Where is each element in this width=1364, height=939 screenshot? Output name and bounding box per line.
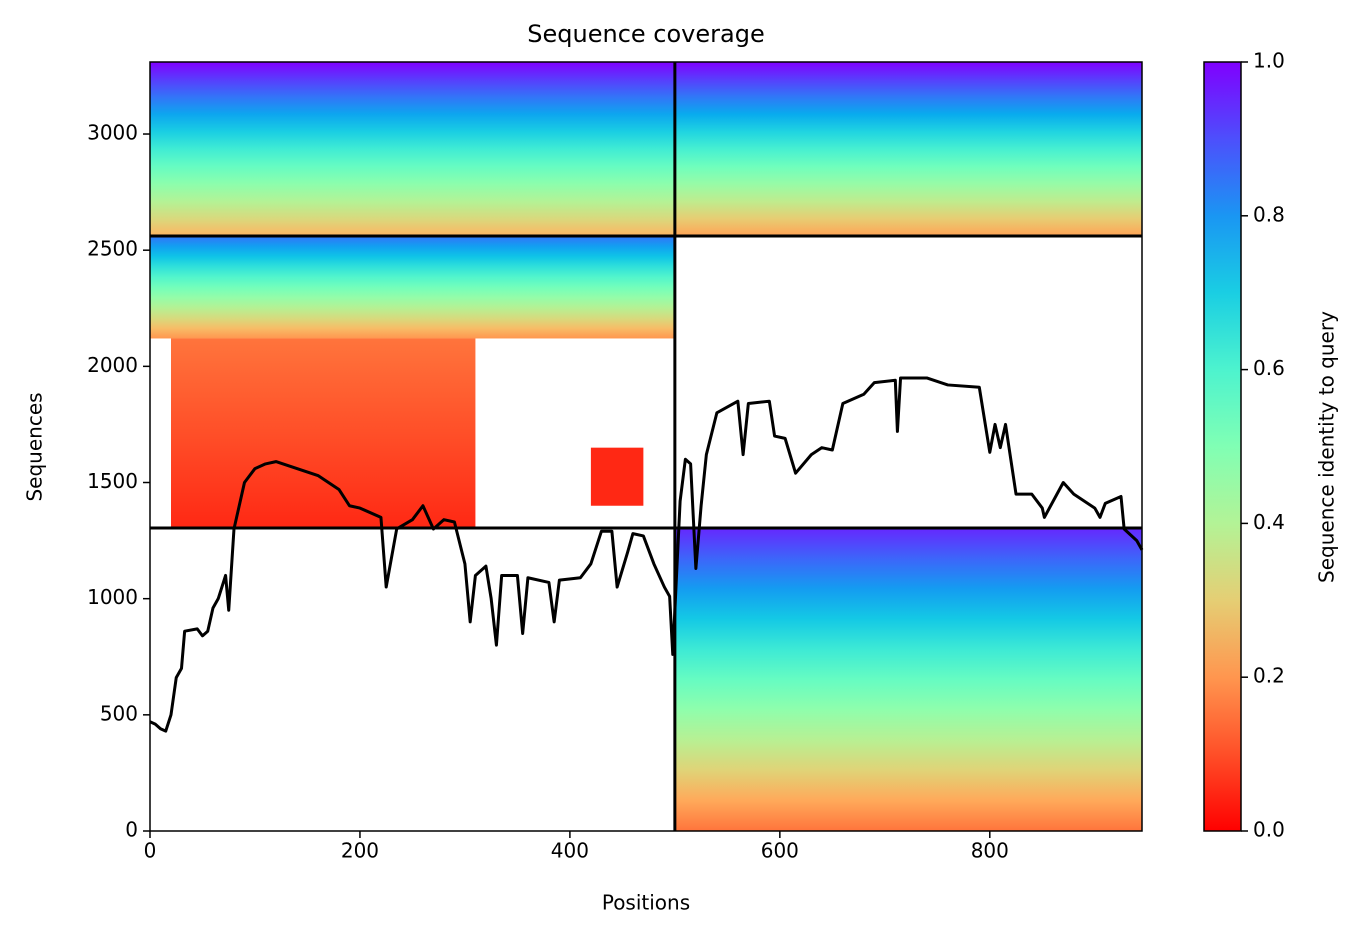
y-tick-label: 3000	[87, 121, 138, 145]
x-tick-label: 400	[551, 839, 589, 863]
coverage-line	[149, 376, 1144, 733]
y-tick-label: 500	[100, 701, 138, 725]
y-axis-label: Sequences	[23, 392, 47, 501]
colorbar-tick-label: 0.6	[1253, 356, 1285, 380]
plot-frame	[149, 61, 1143, 832]
colorbar	[1203, 61, 1242, 832]
y-tick-label: 2500	[87, 237, 138, 261]
colorbar-label: Sequence identity to query	[1315, 311, 1339, 583]
x-tick-label: 600	[761, 839, 799, 863]
y-tick-label: 0	[125, 818, 138, 842]
coverage-block	[150, 62, 675, 237]
colorbar-tick-label: 0.8	[1253, 202, 1285, 226]
colorbar-tick-label: 0.0	[1253, 818, 1285, 842]
coverage-block	[674, 62, 1142, 237]
colorbar-tick-label: 0.2	[1253, 664, 1285, 688]
chart-title: Sequence coverage	[527, 20, 764, 48]
coverage-block	[150, 236, 675, 339]
x-axis-label: Positions	[602, 891, 690, 915]
colorbar-tick-label: 0.4	[1253, 510, 1285, 534]
colorbar-tick-label: 1.0	[1253, 49, 1285, 73]
y-tick-label: 2000	[87, 353, 138, 377]
y-tick-label: 1000	[87, 585, 138, 609]
x-tick-label: 800	[971, 839, 1009, 863]
coverage-block	[674, 528, 1142, 831]
y-tick-label: 1500	[87, 469, 138, 493]
x-tick-label: 0	[144, 839, 157, 863]
coverage-block	[590, 447, 644, 506]
x-tick-label: 200	[341, 839, 379, 863]
coverage-block	[170, 338, 476, 529]
